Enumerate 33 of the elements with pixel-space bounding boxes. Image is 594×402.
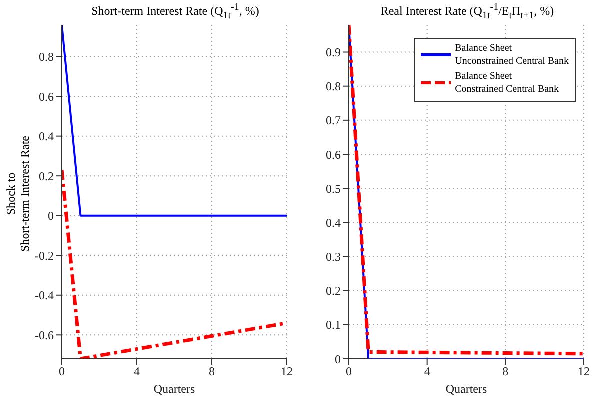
y-tick-label: 0	[48, 209, 54, 224]
legend-label: Balance Sheet Constrained Central Bank	[455, 70, 560, 96]
x-tick-label: 4	[134, 364, 140, 379]
y-tick-label: 0.3	[326, 250, 341, 264]
y-tick-label: 0.2	[39, 169, 54, 184]
y-tick-label: -0.4	[35, 288, 54, 303]
x-tick-label: 0	[346, 364, 352, 379]
legend-label: Balance Sheet Unconstrained Central Bank	[455, 42, 569, 68]
x-tick-label: 8	[502, 364, 509, 379]
y-tick-label: 0.9	[326, 46, 341, 60]
x-tick-label: 8	[209, 364, 215, 379]
x-tick-label: 0	[59, 364, 65, 379]
y-tick-label: 0	[335, 352, 341, 366]
y-axis-title: Shock to Short-term Interest Rate	[4, 135, 32, 254]
y-tick-label: 0.6	[326, 148, 341, 162]
x-tick-label: 12	[281, 364, 293, 379]
x-tick-label: 4	[424, 364, 430, 379]
y-tick-label: 0.8	[326, 80, 341, 94]
y-tick-label: 0.2	[326, 284, 341, 298]
x-axis-title: Quarters	[154, 382, 196, 396]
y-tick-label: 0.1	[326, 318, 341, 332]
y-tick-label: -0.2	[35, 248, 54, 263]
y-tick-label: 0.8	[39, 50, 54, 64]
y-tick-label: 0.7	[326, 114, 341, 128]
y-tick-label: 0.4	[39, 130, 54, 144]
y-tick-label: 0.6	[39, 90, 54, 104]
y-tick-label: 0.4	[326, 216, 341, 230]
x-tick-label: 12	[578, 364, 590, 379]
chart-title: Short-term Interest Rate (Q$_{1t}$$^{-1}$, %)	[90, 2, 260, 22]
chart-title: Real Interest Rate (Q$_{1t}$$^{-1}$/E$_{t}$Π$_{t+1}$, %)	[380, 2, 556, 22]
y-tick-label: 0.5	[326, 182, 341, 196]
y-tick-label: -0.6	[35, 328, 54, 342]
x-axis-title: Quarters	[446, 382, 488, 396]
